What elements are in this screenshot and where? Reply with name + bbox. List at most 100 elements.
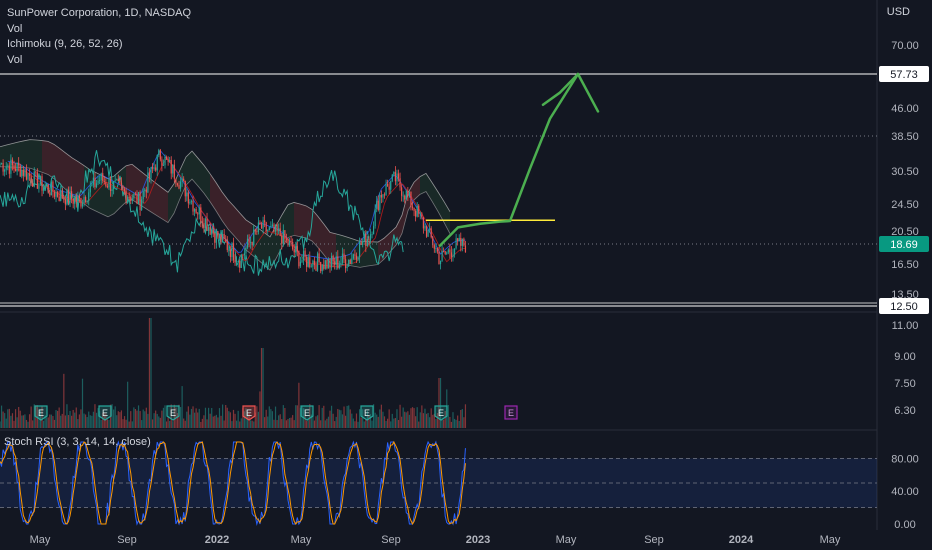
legend-ichimoku[interactable]: Ichimoku (9, 26, 52, 26) xyxy=(7,38,123,50)
candle-body xyxy=(397,173,400,179)
volume-bar xyxy=(407,411,409,428)
volume-bar xyxy=(56,410,59,428)
candle-body xyxy=(134,193,137,195)
cloud-segment xyxy=(24,139,30,169)
candle-body xyxy=(324,260,326,269)
price-tick-label: 20.50 xyxy=(891,226,919,238)
volume-bar xyxy=(186,411,188,428)
legend-vol-2[interactable]: Vol xyxy=(7,53,23,66)
volume-bar xyxy=(299,407,302,428)
volume-bar xyxy=(141,420,143,428)
volume-bar xyxy=(150,318,152,428)
candle-body xyxy=(334,261,336,265)
volume-bar xyxy=(315,416,317,428)
volume-bar xyxy=(425,413,428,428)
candle-body xyxy=(209,227,211,235)
volume-bar xyxy=(271,411,274,428)
candle-body xyxy=(424,225,426,229)
volume-bar xyxy=(36,405,38,428)
volume-bar xyxy=(25,419,28,428)
legend-vol[interactable]: Vol xyxy=(7,22,23,35)
candle-body xyxy=(447,249,449,253)
price-candles xyxy=(0,148,467,275)
candle-body xyxy=(287,238,289,246)
price-axis[interactable]: 70.0046.0038.5030.5024.5020.5016.5013.50… xyxy=(879,40,929,531)
volume-bar xyxy=(30,406,32,428)
volume-bar xyxy=(396,409,398,428)
candle-body xyxy=(259,222,261,225)
volume-bar xyxy=(7,409,9,428)
earnings-marker: E xyxy=(360,405,374,421)
candle-body xyxy=(265,222,267,232)
candle-body xyxy=(340,262,342,265)
candle-body xyxy=(155,167,157,171)
candle-body xyxy=(49,192,51,196)
candle-body xyxy=(28,173,31,176)
candle-body xyxy=(373,226,375,235)
volume-bar xyxy=(259,391,261,428)
candle-body xyxy=(243,253,245,256)
volume-bar xyxy=(64,415,66,428)
stoch-d-line xyxy=(0,440,466,526)
candle-body xyxy=(262,220,264,229)
candle-body xyxy=(0,163,3,164)
time-axis[interactable]: May Sep 2022 May Sep 2023 May Sep 2024 May xyxy=(30,534,841,546)
earnings-marker-box xyxy=(504,405,518,420)
candle-body xyxy=(407,191,409,196)
time-tick-label: May xyxy=(556,534,577,546)
volume-bar xyxy=(28,414,31,428)
volume-bar xyxy=(410,408,412,428)
volume-bar xyxy=(99,411,101,428)
volume-bar xyxy=(50,414,52,428)
candle-body xyxy=(78,195,80,199)
price-line-tag-box xyxy=(879,298,929,314)
projection-drawing[interactable] xyxy=(438,72,600,247)
candle-body xyxy=(27,173,29,180)
candle-body xyxy=(446,252,448,254)
volume-bar xyxy=(21,415,23,428)
candle-body xyxy=(346,266,348,269)
volume-bar xyxy=(61,413,63,428)
volume-bar xyxy=(214,415,216,428)
volume-bar xyxy=(273,419,275,428)
cloud-segment xyxy=(162,187,168,223)
candle-body xyxy=(335,256,337,265)
volume-bar xyxy=(209,413,211,428)
volume-bar xyxy=(402,407,404,428)
volume-bar xyxy=(340,410,342,428)
volume-bar xyxy=(234,413,236,428)
candle-body xyxy=(158,150,160,156)
volume-bar xyxy=(69,410,71,428)
candle-body xyxy=(128,196,130,198)
candle-body xyxy=(153,167,155,169)
volume-bar xyxy=(337,408,339,428)
candle-body xyxy=(299,261,302,267)
volume-bar xyxy=(268,406,270,428)
legend-title[interactable]: SunPower Corporation, 1D, NASDAQ xyxy=(7,7,192,19)
candle-body xyxy=(302,250,305,261)
volume-bar xyxy=(167,417,169,428)
stoch-rsi-label[interactable]: Stoch RSI (3, 3, 14, 14, close) xyxy=(4,436,151,448)
candle-body xyxy=(376,200,378,209)
earnings-marker: E xyxy=(300,405,314,421)
candle-body xyxy=(33,171,35,187)
volume-bar xyxy=(355,413,358,428)
candle-body xyxy=(452,254,454,257)
candle-body xyxy=(95,183,98,188)
candle-body xyxy=(267,230,269,232)
volume-bar xyxy=(148,318,151,428)
candle-body xyxy=(276,224,278,232)
cloud-segment xyxy=(228,199,234,236)
candle-body xyxy=(226,241,228,250)
candle-body xyxy=(50,181,52,196)
volume-bar xyxy=(190,408,193,428)
volume-bar xyxy=(429,417,431,428)
current-price-box xyxy=(879,236,929,252)
candle-body xyxy=(162,165,165,166)
stoch-axis-label: 0.00 xyxy=(894,519,915,531)
candle-body xyxy=(203,222,205,229)
candle-body xyxy=(151,167,154,169)
horizontal-lines[interactable] xyxy=(0,73,877,307)
